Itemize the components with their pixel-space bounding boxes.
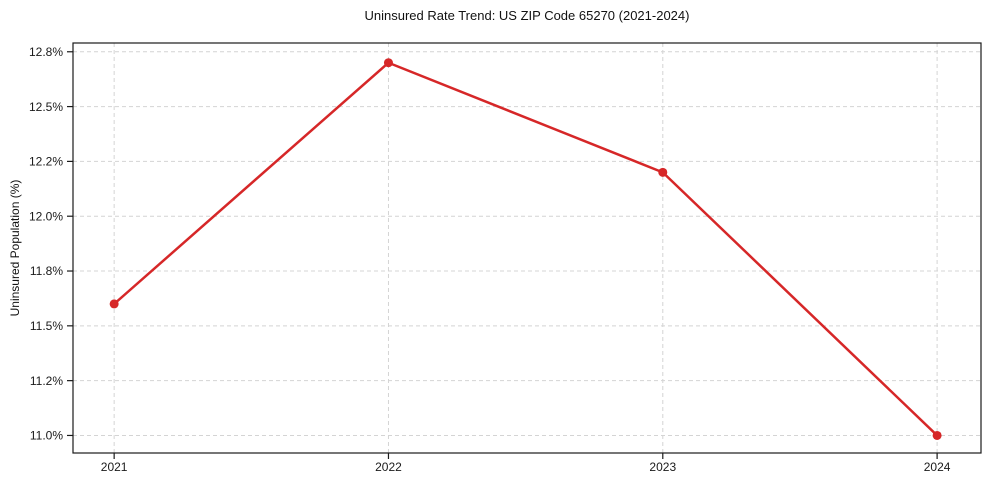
y-tick-label: 11.5% <box>30 319 63 333</box>
y-tick-label: 12.0% <box>29 209 63 223</box>
data-point <box>658 167 668 177</box>
x-tick-label: 2022 <box>375 460 402 474</box>
y-tick-label: 11.2% <box>30 374 63 388</box>
x-tick-label: 2024 <box>924 460 951 474</box>
data-point <box>383 58 393 68</box>
y-tick-label: 12.5% <box>29 100 63 114</box>
y-tick-label: 12.2% <box>29 155 63 169</box>
data-point <box>109 299 119 309</box>
y-tick-label: 11.0% <box>30 429 63 443</box>
plot-border <box>72 42 982 454</box>
data-point <box>932 430 942 440</box>
x-tick-label: 2021 <box>101 460 128 474</box>
chart-title: Uninsured Rate Trend: US ZIP Code 65270 … <box>364 8 690 23</box>
trend-line <box>112 61 939 437</box>
y-tick-label: 11.8% <box>30 264 63 278</box>
y-tick-label: 12.8% <box>29 45 63 59</box>
x-tick-label: 2023 <box>649 460 676 474</box>
